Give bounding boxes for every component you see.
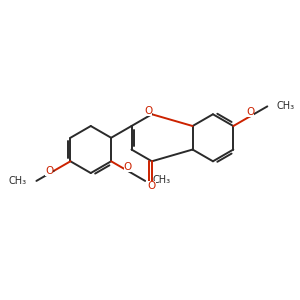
Text: O: O bbox=[148, 181, 156, 191]
Text: CH₃: CH₃ bbox=[9, 176, 27, 186]
Text: O: O bbox=[246, 107, 254, 117]
Text: O: O bbox=[124, 162, 132, 172]
Text: O: O bbox=[45, 166, 53, 176]
Text: CH₃: CH₃ bbox=[277, 101, 295, 111]
Text: O: O bbox=[144, 106, 152, 116]
Text: CH₃: CH₃ bbox=[153, 175, 171, 185]
